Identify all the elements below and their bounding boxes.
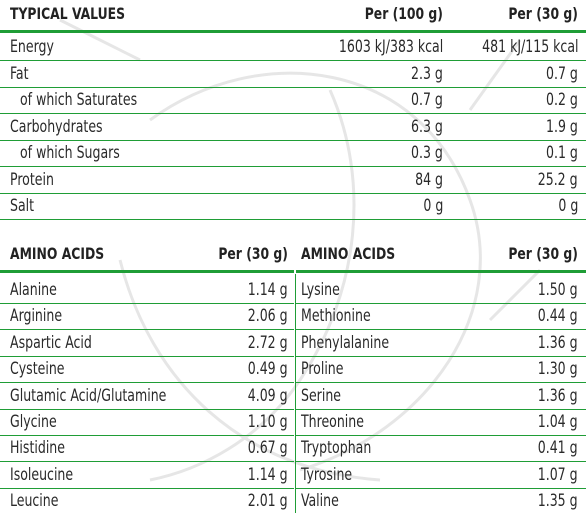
per-100g-heading: Per (100 g) (364, 4, 443, 23)
amino-right-header: AMINO ACIDS Per (30 g) (296, 240, 586, 273)
nutrient-per-30g: 0.2 g (546, 90, 578, 110)
amino-acid-value: 1.35 g (538, 491, 578, 512)
nutrient-per-30g: 481 kJ/115 kcal (481, 37, 578, 57)
column-divider (295, 274, 296, 513)
amino-acid-row: Alanine 1.14 g (0, 277, 294, 304)
amino-left-col-heading: Per (30 g) (218, 244, 288, 263)
amino-acid-name: Isoleucine (10, 464, 74, 485)
amino-acid-name: Methionine (301, 306, 371, 327)
nutrient-per-100g: 84 g (415, 169, 443, 190)
amino-acid-value: 1.50 g (538, 280, 578, 300)
nutrient-per-100g: 0.3 g (411, 143, 443, 163)
amino-acid-name: Glutamic Acid/Glutamine (10, 385, 167, 406)
amino-acid-name: Proline (301, 359, 344, 380)
amino-acid-value: 1.07 g (538, 464, 578, 485)
nutrient-row: Energy 1603 kJ/383 kcal 481 kJ/115 kcal (0, 34, 586, 61)
amino-acid-value: 1.10 g (248, 412, 288, 432)
amino-acid-value: 0.67 g (248, 438, 288, 459)
amino-acid-name: Threonine (301, 412, 364, 432)
amino-acid-name: Alanine (10, 280, 57, 300)
typical-values-heading: TYPICAL VALUES (10, 4, 125, 23)
nutrient-per-100g: 0 g (423, 196, 443, 216)
nutrient-label: Salt (10, 196, 35, 216)
nutrient-row: of which Sugars 0.3 g 0.1 g (0, 140, 586, 167)
amino-acid-row: Tryptophan 0.41 g (296, 435, 586, 463)
amino-acid-name: Aspartic Acid (10, 332, 92, 353)
amino-acid-value: 2.72 g (248, 332, 288, 353)
nutrient-row: Carbohydrates 6.3 g 1.9 g (0, 114, 586, 141)
per-30g-heading: Per (30 g) (508, 4, 578, 23)
nutrient-label: Energy (10, 37, 54, 57)
amino-acid-name: Tryptophan (301, 438, 372, 459)
amino-acid-value: 2.01 g (248, 491, 288, 512)
nutrient-label: Fat (10, 63, 29, 84)
amino-acid-row: Histidine 0.67 g (0, 435, 294, 463)
amino-acid-value: 0.49 g (248, 359, 288, 380)
amino-acid-value: 1.14 g (248, 280, 288, 300)
nutrient-per-100g: 0.7 g (411, 90, 443, 110)
nutrient-label: of which Saturates (20, 90, 138, 110)
amino-acid-value: 4.09 g (248, 385, 288, 406)
amino-right-heading: AMINO ACIDS (301, 244, 396, 263)
amino-acid-name: Lysine (301, 280, 340, 300)
amino-acid-name: Glycine (10, 412, 57, 432)
nutrient-row: Fat 2.3 g 0.7 g (0, 61, 586, 88)
nutrient-per-100g: 1603 kJ/383 kcal (338, 37, 443, 57)
amino-acid-row: Lysine 1.50 g (296, 277, 586, 304)
amino-acid-name: Valine (301, 491, 339, 512)
amino-acid-name: Cysteine (10, 359, 65, 380)
nutrient-per-30g: 0 g (558, 196, 578, 216)
typical-values-header: TYPICAL VALUES Per (100 g) Per (30 g) (0, 0, 586, 33)
nutrient-row: of which Saturates 0.7 g 0.2 g (0, 87, 586, 114)
amino-acid-row: Serine 1.36 g (296, 383, 586, 410)
amino-acid-value: 0.44 g (538, 306, 578, 327)
nutrient-per-30g: 25.2 g (538, 169, 578, 190)
nutrient-label: of which Sugars (20, 143, 120, 163)
amino-acid-name: Serine (301, 385, 342, 406)
nutrient-label: Protein (10, 169, 54, 190)
amino-acid-row: Proline 1.30 g (296, 356, 586, 384)
amino-acid-value: 1.30 g (538, 359, 578, 380)
amino-acid-row: Tyrosine 1.07 g (296, 462, 586, 489)
amino-acid-row: Threonine 1.04 g (296, 409, 586, 436)
amino-left-heading: AMINO ACIDS (10, 244, 105, 263)
amino-acid-name: Tyrosine (301, 464, 353, 485)
nutrient-per-30g: 0.7 g (546, 63, 578, 84)
nutrient-per-30g: 0.1 g (546, 143, 578, 163)
amino-acid-value: 0.41 g (538, 438, 578, 459)
amino-acid-row: Aspartic Acid 2.72 g (0, 330, 294, 357)
amino-acid-name: Leucine (10, 491, 59, 512)
amino-acid-name: Histidine (10, 438, 65, 459)
amino-acid-row: Isoleucine 1.14 g (0, 462, 294, 489)
amino-acid-row: Cysteine 0.49 g (0, 356, 294, 384)
nutrient-per-100g: 2.3 g (411, 63, 443, 84)
amino-acid-row: Glutamic Acid/Glutamine 4.09 g (0, 383, 294, 410)
amino-acid-row: Phenylalanine 1.36 g (296, 330, 586, 357)
amino-acid-value: 1.36 g (538, 385, 578, 406)
amino-acid-value: 1.14 g (248, 464, 288, 485)
amino-acid-row: Valine 1.35 g (296, 488, 586, 514)
amino-acid-row: Methionine 0.44 g (296, 303, 586, 331)
amino-acid-value: 2.06 g (248, 306, 288, 327)
amino-acid-row: Leucine 2.01 g (0, 488, 294, 514)
amino-acid-value: 1.36 g (538, 332, 578, 353)
amino-left-header: AMINO ACIDS Per (30 g) (0, 240, 294, 273)
amino-acid-name: Arginine (10, 306, 63, 327)
nutrient-row: Salt 0 g 0 g (0, 193, 586, 220)
amino-acid-row: Glycine 1.10 g (0, 409, 294, 436)
nutrient-per-100g: 6.3 g (411, 116, 443, 137)
amino-right-col-heading: Per (30 g) (508, 244, 578, 263)
nutrient-per-30g: 1.9 g (546, 116, 578, 137)
nutrient-row: Protein 84 g 25.2 g (0, 167, 586, 194)
nutrient-label: Carbohydrates (10, 116, 103, 137)
amino-acid-row: Arginine 2.06 g (0, 303, 294, 331)
amino-acid-name: Phenylalanine (301, 332, 390, 353)
amino-acid-value: 1.04 g (538, 412, 578, 432)
